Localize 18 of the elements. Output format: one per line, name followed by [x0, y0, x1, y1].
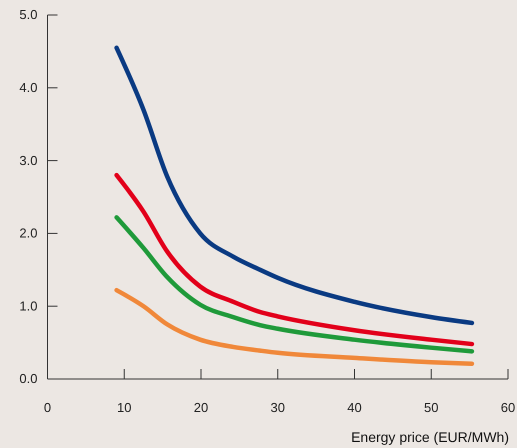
y-tick-label: 5.0: [19, 7, 38, 22]
x-tick-label: 60: [500, 400, 516, 415]
x-tick-label: 50: [424, 400, 438, 415]
line-series: [114, 172, 474, 346]
x-tick-label: 0: [44, 400, 52, 415]
y-tick-label: 2.0: [19, 226, 38, 241]
line-series: [114, 46, 474, 326]
x-tick-label: 40: [347, 400, 362, 415]
y-tick-label: 1.0: [19, 298, 38, 314]
y-tick-label: 4.0: [19, 80, 38, 95]
x-axis-title: Energy price (EUR/MWh): [351, 429, 509, 445]
y-tick-label: 0.0: [19, 371, 38, 386]
line-series: [114, 288, 474, 366]
y-tick-label: 3.0: [19, 152, 38, 168]
line-series: [114, 215, 474, 354]
x-tick-label: 20: [194, 400, 208, 415]
x-tick-label: 10: [117, 400, 132, 415]
x-tick-label: 30: [270, 400, 285, 415]
